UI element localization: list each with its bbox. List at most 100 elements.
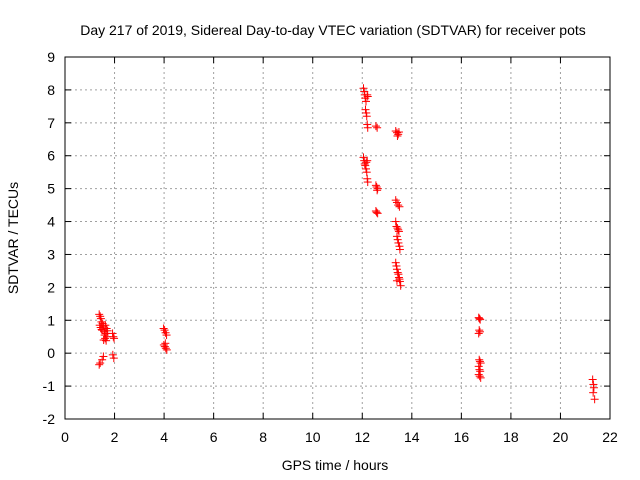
x-tick-label: 4 xyxy=(160,429,168,445)
data-point xyxy=(363,123,372,132)
y-tick-label: 2 xyxy=(47,279,55,295)
data-point xyxy=(476,373,485,382)
data-point xyxy=(392,265,401,274)
data-point xyxy=(108,329,117,338)
data-point xyxy=(372,208,381,217)
data-point xyxy=(474,313,483,322)
data-point xyxy=(95,360,104,369)
data-point xyxy=(391,258,400,267)
data-point xyxy=(476,315,485,324)
data-point xyxy=(393,235,402,244)
data-point xyxy=(362,158,371,167)
data-point xyxy=(161,339,170,348)
y-tick-label: -1 xyxy=(43,378,56,394)
data-point xyxy=(391,217,400,226)
x-tick-label: 22 xyxy=(602,429,618,445)
data-point xyxy=(159,340,168,349)
data-point xyxy=(373,209,382,218)
y-tick-label: 9 xyxy=(47,49,55,65)
data-point xyxy=(362,112,371,121)
data-point xyxy=(96,359,105,368)
data-point xyxy=(395,202,404,211)
data-point xyxy=(102,336,111,345)
data-point xyxy=(109,332,118,341)
data-points xyxy=(95,84,599,404)
y-axis-tick-labels: -2 -1 0 1 2 3 4 5 6 7 8 9 xyxy=(43,49,56,427)
y-tick-label: 1 xyxy=(47,312,55,328)
x-tick-label: 14 xyxy=(404,429,420,445)
data-point xyxy=(474,370,483,379)
data-point xyxy=(98,355,107,364)
y-tick-label: 6 xyxy=(47,148,55,164)
y-tick-label: 4 xyxy=(47,214,55,230)
data-point xyxy=(371,122,380,131)
data-point xyxy=(363,92,372,101)
data-point xyxy=(359,153,368,162)
x-tick-label: 16 xyxy=(454,429,470,445)
data-point xyxy=(476,359,485,368)
data-point xyxy=(394,227,403,236)
x-tick-label: 6 xyxy=(210,429,218,445)
x-tick-label: 10 xyxy=(305,429,321,445)
y-tick-label: 8 xyxy=(47,82,55,98)
y-tick-label: 5 xyxy=(47,181,55,197)
data-point xyxy=(475,357,484,366)
data-point xyxy=(363,178,372,187)
x-tick-label: 8 xyxy=(259,429,267,445)
data-point xyxy=(371,181,380,190)
data-point xyxy=(395,245,404,254)
y-tick-label: 3 xyxy=(47,246,55,262)
data-point xyxy=(98,326,107,335)
data-point xyxy=(99,352,108,361)
x-tick-label: 12 xyxy=(354,429,370,445)
data-point xyxy=(361,105,370,114)
data-point xyxy=(590,395,599,404)
data-point xyxy=(392,276,401,285)
data-point xyxy=(588,375,597,384)
x-tick-label: 0 xyxy=(61,429,69,445)
data-point xyxy=(393,131,402,140)
data-point xyxy=(394,238,403,247)
data-point xyxy=(361,161,370,170)
x-tick-label: 20 xyxy=(553,429,569,445)
data-point xyxy=(393,224,402,233)
data-point xyxy=(103,326,112,335)
data-point xyxy=(474,329,483,338)
data-point xyxy=(589,383,598,392)
chart-title: Day 217 of 2019, Sidereal Day-to-day VTE… xyxy=(80,22,586,38)
data-point xyxy=(589,388,598,397)
data-point xyxy=(101,321,110,330)
y-axis-label: SDTVAR / TECUs xyxy=(5,182,21,294)
axis-ticks xyxy=(64,56,611,420)
x-tick-label: 18 xyxy=(503,429,519,445)
data-point xyxy=(394,225,403,234)
data-point xyxy=(475,327,484,336)
data-point xyxy=(95,310,104,319)
data-point xyxy=(392,222,401,231)
data-point xyxy=(396,281,405,290)
data-point xyxy=(393,268,402,277)
data-point xyxy=(361,97,370,106)
data-point xyxy=(475,314,484,323)
data-point xyxy=(392,232,401,241)
data-point xyxy=(162,345,171,354)
data-point xyxy=(373,186,382,195)
data-point xyxy=(97,317,106,326)
data-point xyxy=(110,334,119,343)
data-point xyxy=(108,350,117,359)
y-tick-label: 7 xyxy=(47,115,55,131)
y-tick-label: 0 xyxy=(47,345,55,361)
x-axis-label: GPS time / hours xyxy=(282,457,389,473)
data-point xyxy=(373,123,382,132)
data-point xyxy=(474,362,483,371)
data-point xyxy=(359,84,368,93)
x-tick-label: 2 xyxy=(111,429,119,445)
data-point xyxy=(363,156,372,165)
data-point xyxy=(162,331,171,340)
data-point xyxy=(475,372,484,381)
plot-frame xyxy=(64,56,611,420)
grid-lines xyxy=(65,57,610,419)
data-point xyxy=(109,354,118,363)
data-point xyxy=(159,324,168,333)
